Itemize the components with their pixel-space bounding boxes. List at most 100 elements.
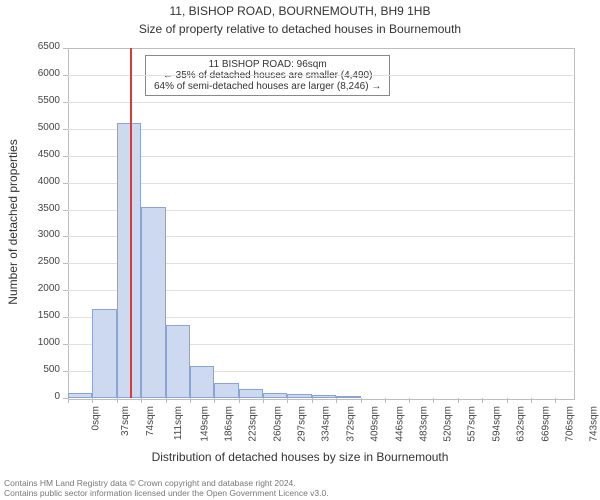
y-tick-mark <box>63 183 68 184</box>
x-tick-mark <box>287 398 288 403</box>
y-tick-label: 500 <box>20 364 60 375</box>
info-line-3: 64% of semi-detached houses are larger (… <box>154 81 381 92</box>
y-tick-mark <box>63 371 68 372</box>
x-tick-mark <box>214 398 215 403</box>
x-tick-mark <box>458 398 459 403</box>
x-tick-label: 186sqm <box>224 406 235 442</box>
x-tick-mark <box>239 398 240 403</box>
x-tick-label: 520sqm <box>443 406 454 442</box>
title-text-1: 11, BISHOP ROAD, BOURNEMOUTH, BH9 1HB <box>170 4 431 18</box>
y-tick-mark <box>63 210 68 211</box>
x-tick-label: 409sqm <box>370 406 381 442</box>
gridline <box>68 183 573 184</box>
x-tick-label: 594sqm <box>491 406 502 442</box>
x-tick-mark <box>190 398 191 403</box>
histogram-bar <box>312 395 336 398</box>
x-tick-label: 446sqm <box>394 406 405 442</box>
x-tick-label: 743sqm <box>589 406 600 442</box>
chart-container: { "header": { "line1": "11, BISHOP ROAD,… <box>0 0 600 500</box>
histogram-bar <box>287 394 312 398</box>
attribution-footer: Contains HM Land Registry data © Crown c… <box>4 478 329 498</box>
y-tick-label: 5500 <box>20 95 60 106</box>
y-tick-label: 6000 <box>20 68 60 79</box>
x-tick-label: 557sqm <box>467 406 478 442</box>
page-title: 11, BISHOP ROAD, BOURNEMOUTH, BH9 1HB <box>0 4 600 18</box>
histogram-bar <box>166 325 190 398</box>
x-tick-label: 334sqm <box>321 406 332 442</box>
x-tick-mark <box>433 398 434 403</box>
y-tick-label: 4500 <box>20 149 60 160</box>
y-tick-mark <box>63 236 68 237</box>
y-tick-mark <box>63 75 68 76</box>
y-tick-mark <box>63 317 68 318</box>
x-tick-mark <box>263 398 264 403</box>
y-tick-label: 3000 <box>20 229 60 240</box>
histogram-bar <box>263 393 287 398</box>
y-tick-label: 3500 <box>20 203 60 214</box>
y-tick-label: 4000 <box>20 176 60 187</box>
x-tick-label: 632sqm <box>516 406 527 442</box>
x-tick-label: 483sqm <box>418 406 429 442</box>
x-tick-mark <box>92 398 93 403</box>
y-tick-label: 5000 <box>20 122 60 133</box>
y-tick-label: 2000 <box>20 283 60 294</box>
footer-line-1: Contains HM Land Registry data © Crown c… <box>4 478 329 488</box>
y-tick-mark <box>63 48 68 49</box>
histogram-bar <box>190 366 214 398</box>
x-tick-label: 260sqm <box>272 406 283 442</box>
y-tick-mark <box>63 156 68 157</box>
x-tick-label: 297sqm <box>296 406 307 442</box>
x-tick-mark <box>507 398 508 403</box>
x-tick-mark <box>361 398 362 403</box>
gridline <box>68 129 573 130</box>
x-axis-label-text: Distribution of detached houses by size … <box>152 450 449 464</box>
x-axis-label: Distribution of detached houses by size … <box>0 450 600 464</box>
y-tick-mark <box>63 102 68 103</box>
y-tick-mark <box>63 344 68 345</box>
x-tick-label: 706sqm <box>565 406 576 442</box>
gridline <box>68 102 573 103</box>
y-tick-label: 1500 <box>20 310 60 321</box>
x-tick-mark <box>555 398 556 403</box>
x-tick-label: 669sqm <box>540 406 551 442</box>
title-text-2: Size of property relative to detached ho… <box>139 22 461 36</box>
x-tick-label: 0sqm <box>90 406 101 430</box>
x-tick-mark <box>409 398 410 403</box>
y-tick-mark <box>63 263 68 264</box>
y-tick-label: 2500 <box>20 256 60 267</box>
gridline <box>68 156 573 157</box>
x-tick-label: 37sqm <box>120 406 131 436</box>
y-tick-label: 1000 <box>20 337 60 348</box>
histogram-bar <box>92 309 116 398</box>
footer-line-2: Contains public sector information licen… <box>4 488 329 498</box>
histogram-bar <box>141 207 166 398</box>
y-tick-label: 0 <box>20 391 60 402</box>
y-axis-label: Number of detached properties <box>6 122 20 322</box>
x-tick-mark <box>531 398 532 403</box>
x-tick-mark <box>312 398 313 403</box>
page-subtitle: Size of property relative to detached ho… <box>0 22 600 36</box>
y-axis-label-text: Number of detached properties <box>6 139 20 304</box>
x-tick-label: 149sqm <box>199 406 210 442</box>
x-tick-label: 223sqm <box>248 406 259 442</box>
histogram-bar <box>68 393 92 398</box>
x-tick-mark <box>385 398 386 403</box>
x-tick-mark <box>482 398 483 403</box>
gridline <box>68 75 573 76</box>
y-tick-mark <box>63 290 68 291</box>
histogram-bar <box>214 383 238 398</box>
histogram-bar <box>239 389 263 398</box>
x-tick-label: 372sqm <box>346 406 357 442</box>
histogram-bar <box>117 123 141 398</box>
x-tick-label: 74sqm <box>145 406 156 436</box>
property-marker-line <box>130 48 132 398</box>
x-tick-mark <box>166 398 167 403</box>
x-tick-mark <box>68 398 69 403</box>
y-tick-mark <box>63 129 68 130</box>
x-tick-mark <box>141 398 142 403</box>
info-line-1: 11 BISHOP ROAD: 96sqm <box>154 59 381 70</box>
x-tick-mark <box>336 398 337 403</box>
y-tick-label: 6500 <box>20 41 60 52</box>
x-tick-mark <box>117 398 118 403</box>
histogram-bar <box>336 396 360 398</box>
